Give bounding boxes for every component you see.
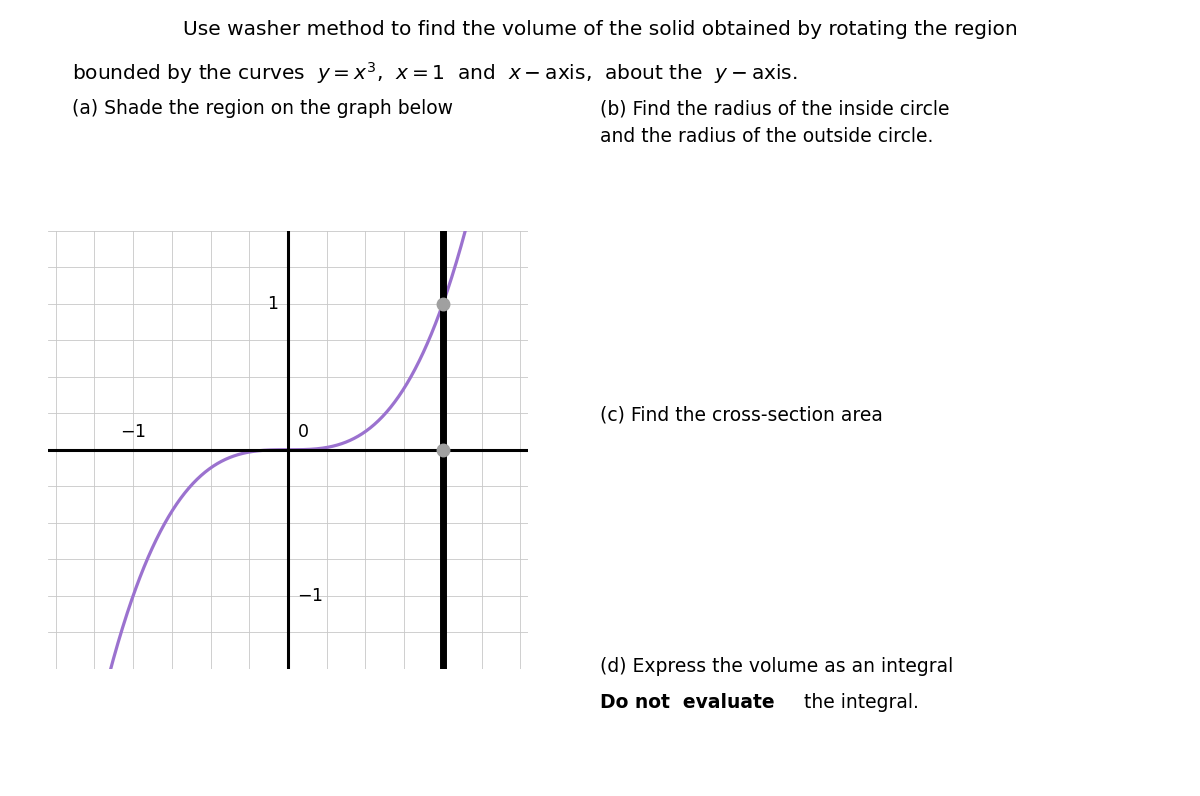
Text: Do not  evaluate: Do not evaluate [600,693,775,712]
Text: $0$: $0$ [298,423,310,441]
Text: $1$: $1$ [268,295,278,313]
Text: bounded by the curves  $y=x^{3}$,  $x=1$  and  $x-$axis,  about the  $y-$axis.: bounded by the curves $y=x^{3}$, $x=1$ a… [72,60,798,86]
Text: and the radius of the outside circle.: and the radius of the outside circle. [600,127,934,146]
Text: (a) Shade the region on the graph below: (a) Shade the region on the graph below [72,100,454,119]
Text: $-1$: $-1$ [298,587,323,605]
Text: (d) Express the volume as an integral: (d) Express the volume as an integral [600,657,953,676]
Text: Use washer method to find the volume of the solid obtained by rotating the regio: Use washer method to find the volume of … [182,20,1018,39]
Text: $-1$: $-1$ [120,423,146,441]
Text: (b) Find the radius of the inside circle: (b) Find the radius of the inside circle [600,100,949,119]
Text: the integral.: the integral. [798,693,919,712]
Text: (c) Find the cross-section area: (c) Find the cross-section area [600,406,883,425]
